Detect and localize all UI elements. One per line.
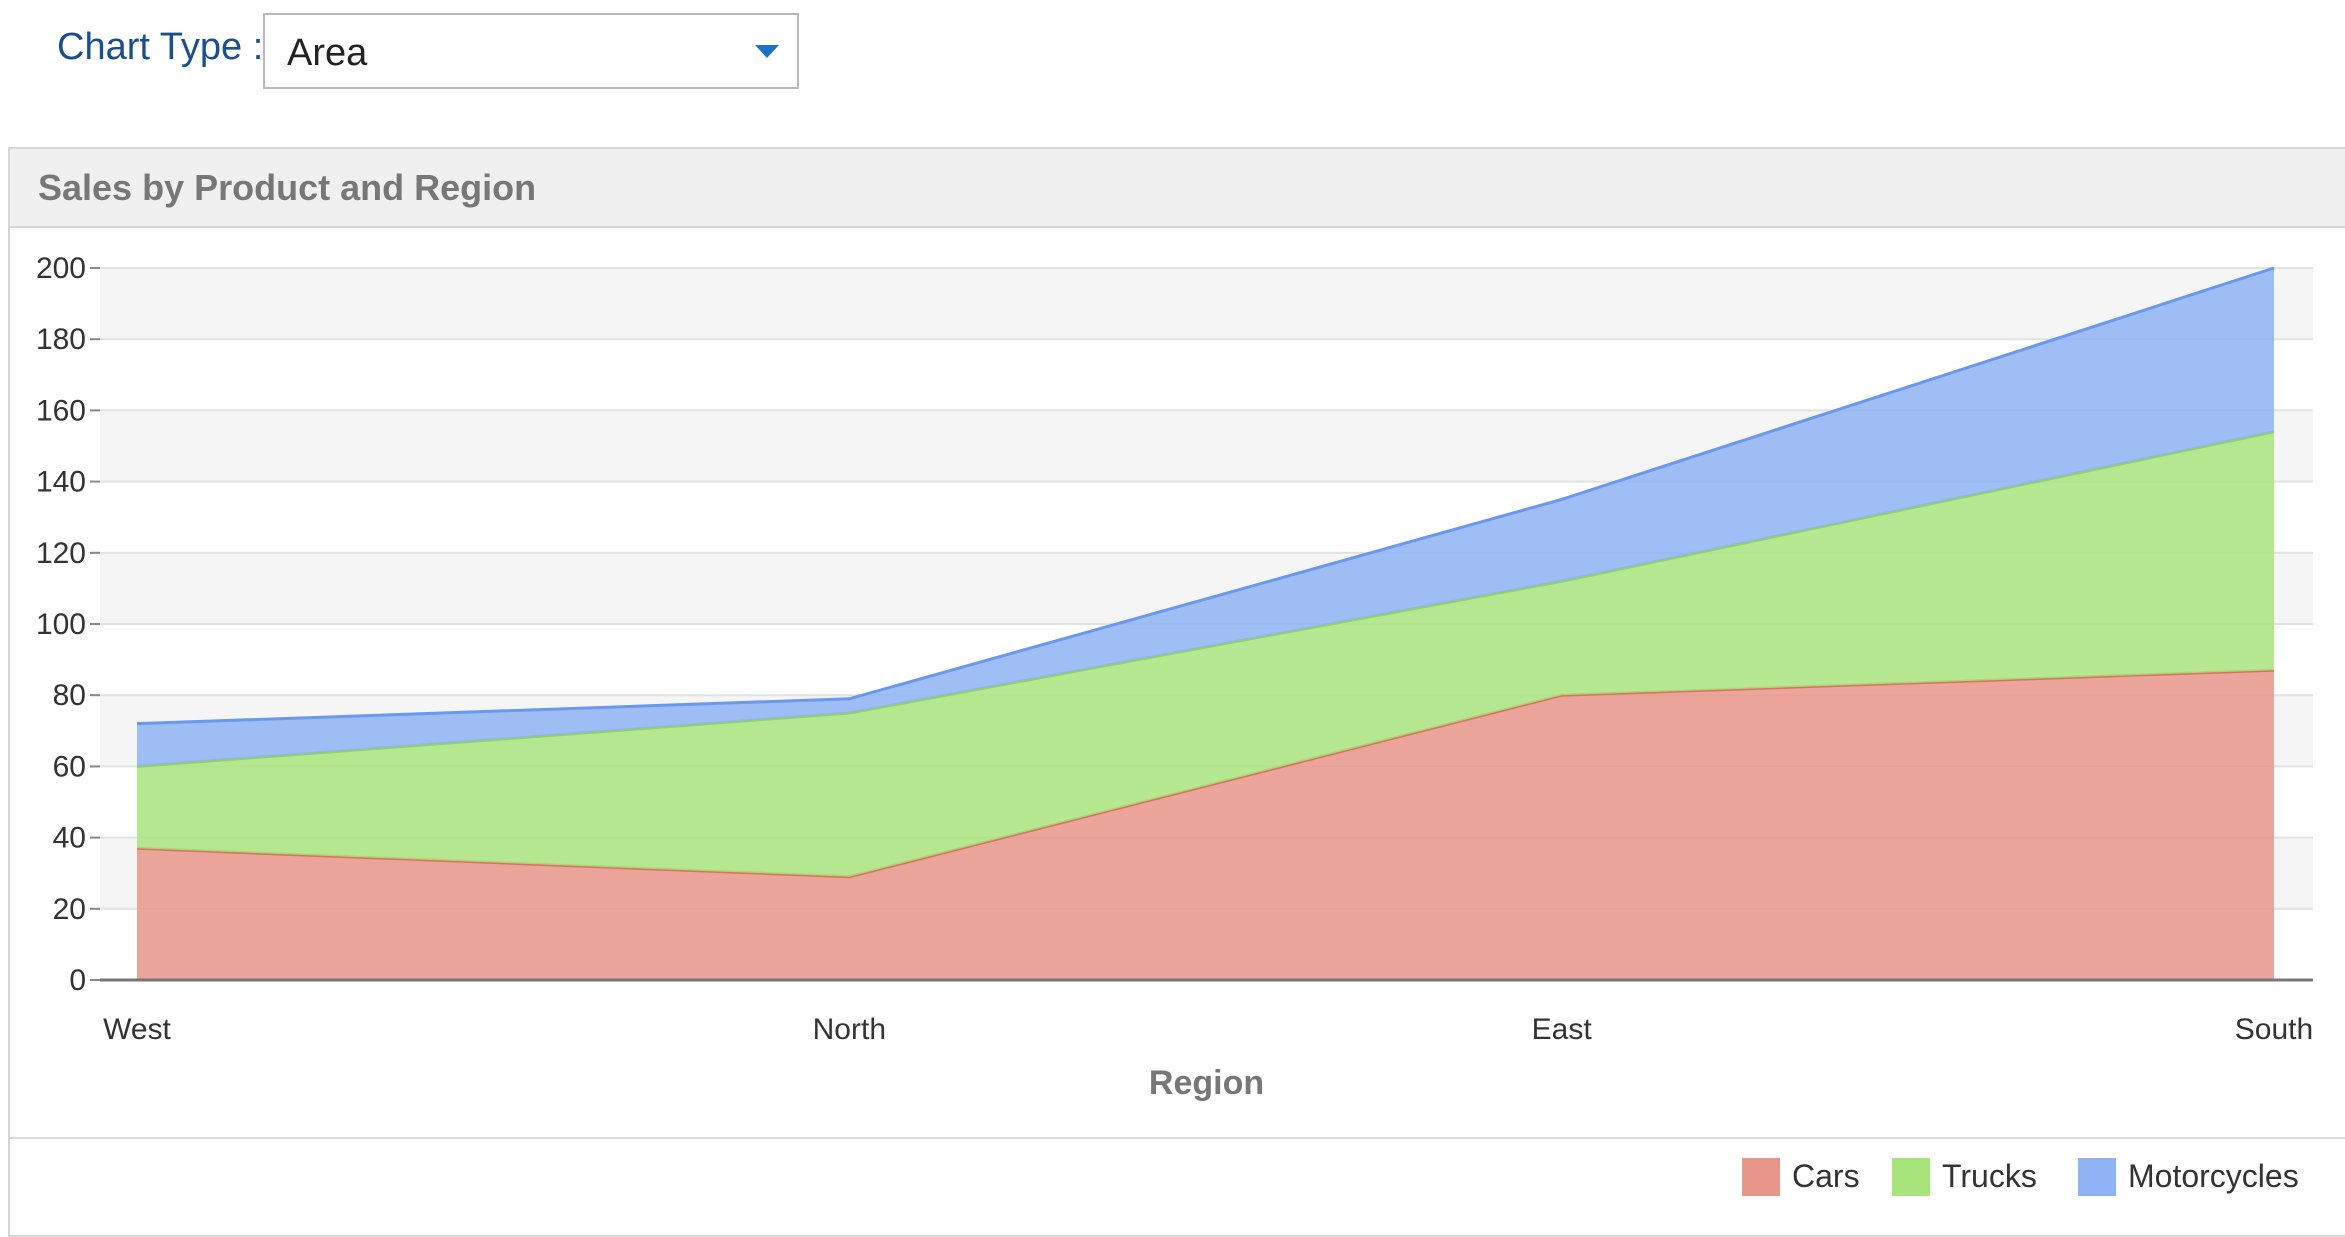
y-tick-label: 80 (53, 679, 86, 712)
legend-item-motorcycles[interactable]: Motorcycles (2078, 1158, 2299, 1196)
y-tick-label: 60 (53, 750, 86, 783)
legend-swatch (1892, 1158, 1930, 1196)
chart-type-selected-value: Area (287, 32, 368, 74)
panel-header: Sales by Product and Region (10, 149, 2345, 228)
legend-label: Cars (1792, 1158, 1860, 1194)
legend-item-trucks[interactable]: Trucks (1892, 1158, 2037, 1196)
x-tick-label: North (813, 1013, 886, 1046)
y-tick-label: 180 (36, 323, 86, 356)
x-axis-title: Region (1149, 1064, 1264, 1102)
legend-divider (10, 1137, 2345, 1139)
toolbar: Chart Type : Area (0, 0, 2345, 140)
legend-swatch (1742, 1158, 1780, 1196)
area-trucks (137, 431, 2274, 877)
legend-item-cars[interactable]: Cars (1742, 1158, 1860, 1196)
y-tick-label: 20 (53, 893, 86, 926)
y-tick-label: 140 (36, 466, 86, 499)
y-tick-label: 160 (36, 394, 86, 427)
line-cars (136, 668, 2275, 879)
y-tick-label: 100 (36, 608, 86, 641)
chart-type-select[interactable]: Area (263, 13, 799, 89)
x-tick-label: West (103, 1013, 171, 1046)
chevron-down-icon[interactable] (755, 45, 779, 58)
legend-swatch (2078, 1158, 2116, 1196)
x-tick-label: East (1532, 1013, 1593, 1046)
panel-title: Sales by Product and Region (38, 167, 537, 208)
y-tick-label: 120 (36, 537, 86, 570)
legend-label: Trucks (1942, 1158, 2037, 1194)
chart-type-label: Chart Type : (57, 26, 264, 68)
legend-label: Motorcycles (2128, 1158, 2299, 1194)
y-tick-label: 40 (53, 822, 86, 855)
y-tick-label: 200 (36, 252, 86, 285)
line-motorcycles (136, 266, 2275, 726)
y-tick-label: 0 (69, 964, 86, 997)
x-tick-label: South (2235, 1013, 2313, 1046)
grid-band (100, 268, 2313, 340)
area-cars (137, 670, 2274, 980)
